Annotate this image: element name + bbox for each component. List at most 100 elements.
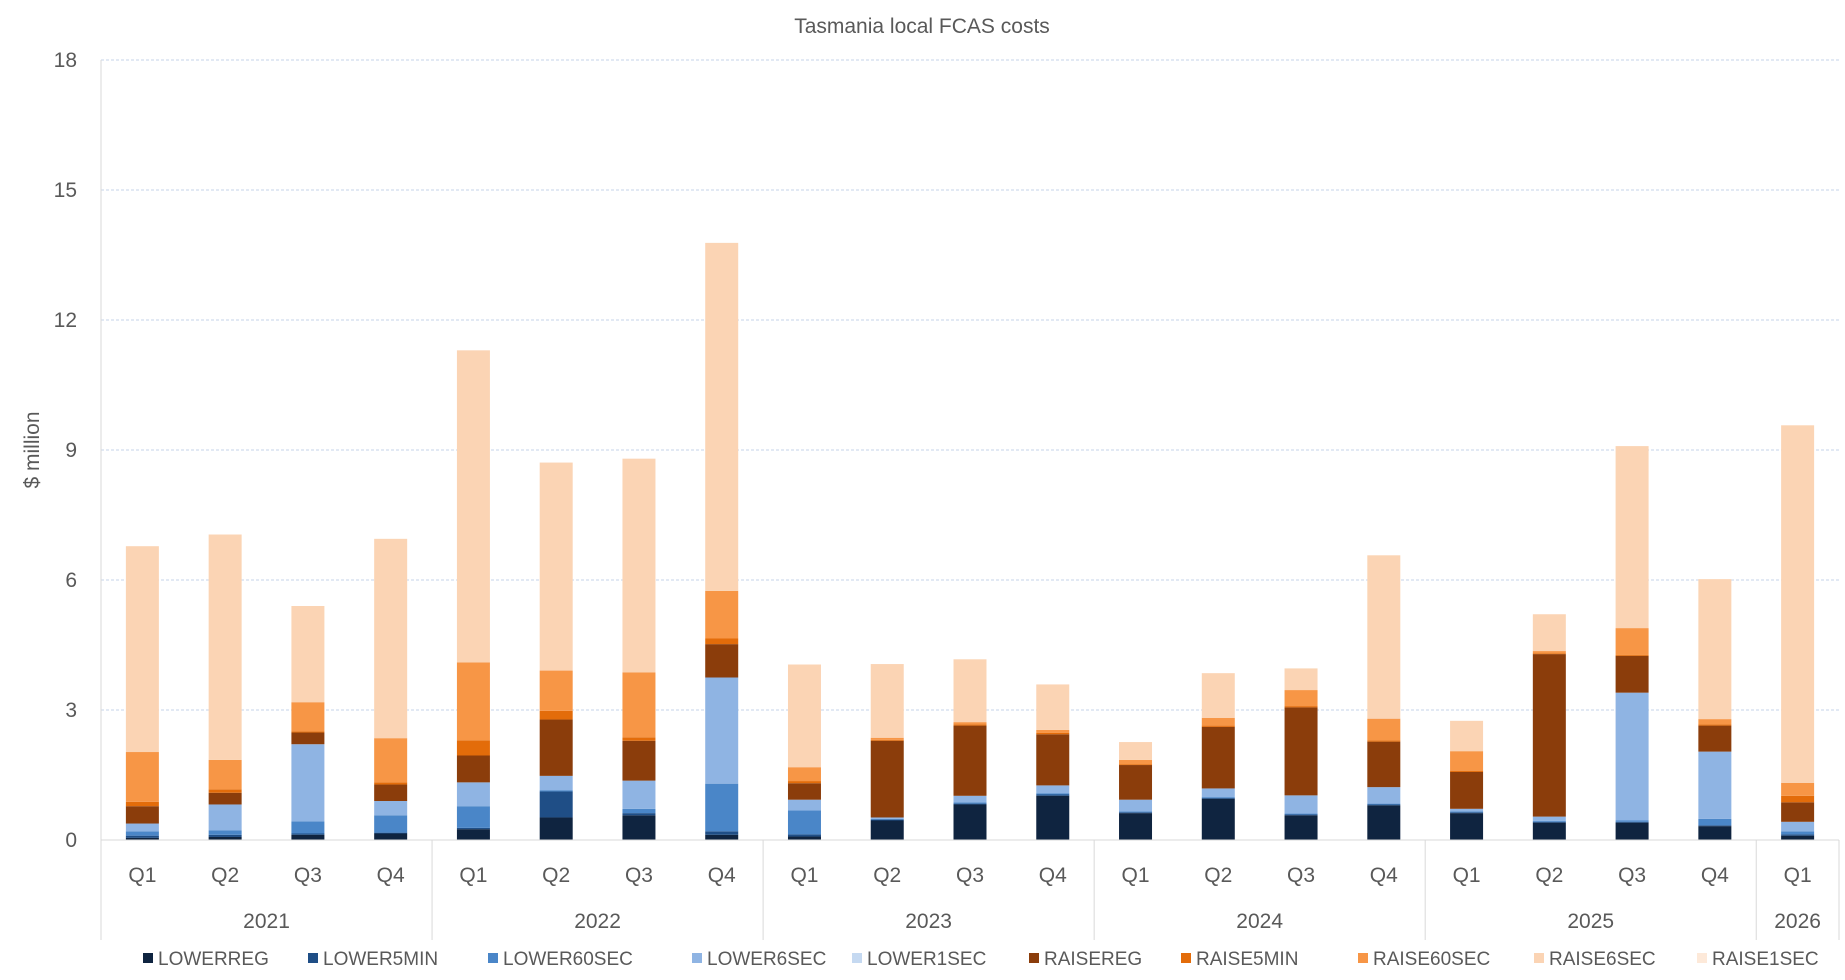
- bar-segment: [125, 835, 159, 838]
- bar-segment: [870, 737, 904, 740]
- x-tick-label: Q4: [1701, 864, 1729, 887]
- bar-segment: [1367, 787, 1401, 804]
- bar-segment: [705, 644, 739, 678]
- x-tick-label: Q2: [211, 864, 239, 887]
- bars: [125, 242, 1815, 840]
- bar-segment: [953, 659, 987, 723]
- bar-segment: [291, 732, 325, 745]
- x-tick-label: Q3: [625, 864, 653, 887]
- bar-segment: [374, 833, 408, 840]
- bar-segment: [291, 834, 325, 840]
- bar-segment: [622, 815, 656, 840]
- chart-title: Tasmania local FCAS costs: [794, 15, 1050, 38]
- bar-segment: [622, 780, 656, 809]
- bar-segment: [1532, 816, 1566, 821]
- bar-segment: [1036, 729, 1070, 733]
- bar-segment: [787, 783, 821, 800]
- legend-label: RAISE6SEC: [1549, 949, 1656, 970]
- bar-segment: [456, 350, 490, 663]
- legend-label: LOWER6SEC: [707, 949, 826, 970]
- bar-segment: [870, 818, 904, 820]
- bar-segment: [622, 458, 656, 673]
- x-tick-label: Q1: [1453, 864, 1481, 887]
- x-tick-label: Q3: [1287, 864, 1315, 887]
- bar-segment: [1036, 794, 1070, 796]
- legend-swatch: [1181, 953, 1191, 963]
- x-group-label: 2023: [905, 910, 952, 933]
- y-tick-label: 0: [65, 829, 77, 852]
- bar-segment: [125, 837, 159, 840]
- bar-segment: [1201, 726, 1235, 789]
- legend-swatch: [488, 953, 498, 963]
- bar-segment: [1036, 684, 1070, 730]
- bar-segment: [1450, 813, 1484, 840]
- bar-segment: [1781, 782, 1815, 796]
- bar-segment: [1615, 692, 1649, 821]
- bar-segment: [1119, 764, 1153, 766]
- bar-segment: [787, 799, 821, 811]
- bar-segment: [870, 819, 904, 821]
- bar-segment: [1532, 651, 1566, 654]
- x-tick-label: Q1: [459, 864, 487, 887]
- bar-segment: [208, 834, 242, 837]
- bar-segment: [1698, 825, 1732, 827]
- bar-segment: [374, 784, 408, 801]
- bar-segment: [1450, 811, 1484, 813]
- x-tick-label: Q1: [1784, 864, 1812, 887]
- x-group-label: 2022: [574, 910, 621, 933]
- x-tick-label: Q3: [1618, 864, 1646, 887]
- bar-segment: [953, 724, 987, 726]
- bar-segment: [125, 752, 159, 802]
- bar-segment: [1367, 803, 1401, 805]
- bar-segment: [787, 834, 821, 837]
- bar-segment: [705, 590, 739, 639]
- bar-segment: [539, 719, 573, 776]
- bar-segment: [1450, 720, 1484, 752]
- bar-segment: [291, 821, 325, 834]
- bar-segment: [1532, 614, 1566, 652]
- bar-segment: [539, 817, 573, 840]
- bar-segment: [539, 670, 573, 711]
- bar-segment: [870, 817, 904, 819]
- bar-segment: [1284, 707, 1318, 796]
- y-tick-label: 6: [65, 569, 77, 592]
- x-tick-label: Q4: [1370, 864, 1398, 887]
- bar-segment: [1698, 725, 1732, 752]
- bar-segment: [1201, 788, 1235, 798]
- bar-segment: [1781, 802, 1815, 822]
- bar-segment: [1036, 785, 1070, 794]
- bar-segment: [1367, 805, 1401, 840]
- bar-segment: [1450, 771, 1484, 809]
- bar-segment: [787, 810, 821, 835]
- x-tick-label: Q1: [790, 864, 818, 887]
- bar-segment: [539, 790, 573, 792]
- legend-swatch: [852, 953, 862, 963]
- bar-segment: [291, 833, 325, 835]
- bar-segment: [539, 710, 573, 720]
- bar-segment: [1698, 826, 1732, 840]
- bar-segment: [374, 782, 408, 785]
- bar-segment: [291, 744, 325, 822]
- bar-segment: [374, 738, 408, 783]
- legend-label: RAISE1SEC: [1712, 949, 1819, 970]
- bar-segment: [1119, 799, 1153, 812]
- bar-segment: [953, 722, 987, 725]
- bar-segment: [705, 242, 739, 591]
- bar-segment: [870, 664, 904, 738]
- bar-segment: [208, 804, 242, 831]
- bar-segment: [870, 820, 904, 840]
- bar-segment: [953, 795, 987, 803]
- x-tick-label: Q1: [1122, 864, 1150, 887]
- bar-segment: [539, 775, 573, 791]
- bar-segment: [1119, 812, 1153, 814]
- bar-segment: [1615, 628, 1649, 655]
- bar-segment: [125, 801, 159, 807]
- legend-label: LOWER5MIN: [323, 949, 438, 970]
- bar-segment: [1119, 811, 1153, 813]
- bar-segment: [1201, 797, 1235, 798]
- bar-segment: [208, 789, 242, 793]
- y-axis-label: $ million: [21, 411, 44, 488]
- legend-label: RAISE60SEC: [1373, 949, 1490, 970]
- legend-label: LOWER1SEC: [867, 949, 986, 970]
